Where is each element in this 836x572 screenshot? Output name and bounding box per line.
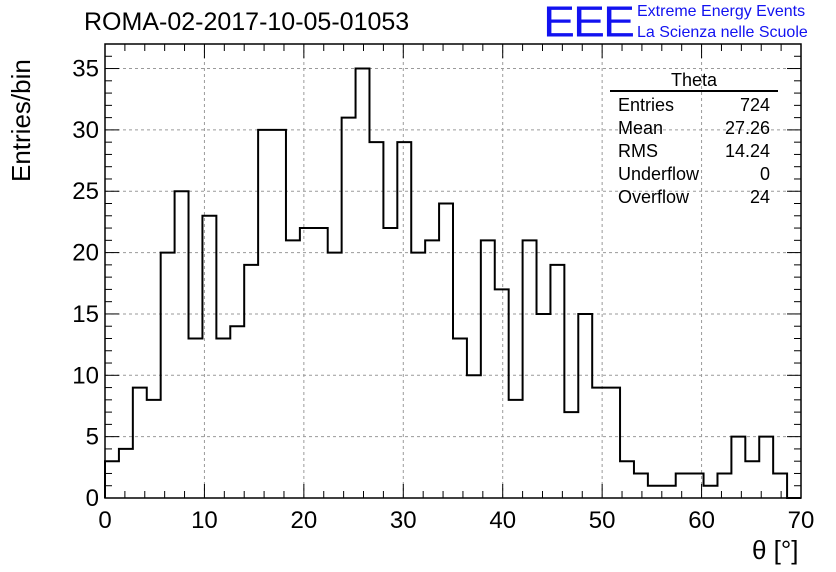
histogram-bin xyxy=(467,375,481,498)
histogram-bin xyxy=(411,253,425,498)
x-tick-label: 10 xyxy=(191,507,218,534)
stats-label: Underflow xyxy=(618,164,700,184)
chart-title: ROMA-02-2017-10-05-01053 xyxy=(84,8,410,36)
x-tick-label: 0 xyxy=(98,507,111,534)
histogram-bin xyxy=(175,191,189,498)
y-tick-label: 10 xyxy=(72,362,99,389)
x-tick-label: 20 xyxy=(291,507,318,534)
plot-frame xyxy=(104,43,802,499)
histogram-bin xyxy=(453,338,467,498)
histogram-bin xyxy=(300,228,314,498)
histogram-bin xyxy=(592,388,606,498)
histogram-bin xyxy=(202,216,216,498)
stats-value: 24 xyxy=(749,187,770,207)
histogram-bin xyxy=(759,437,773,498)
stats-row-underflow: Underflow 0 xyxy=(610,163,778,186)
eee-logo-mark: EEE xyxy=(543,0,635,47)
x-tick-label: 30 xyxy=(390,507,417,534)
histogram-bin xyxy=(495,289,509,498)
stats-row-overflow: Overflow 24 xyxy=(610,186,778,209)
histogram-bin xyxy=(356,69,370,498)
histogram-bin xyxy=(286,240,300,498)
histogram-bin xyxy=(425,240,439,498)
histogram-bin xyxy=(258,130,272,498)
stats-value: 724 xyxy=(739,95,770,115)
stats-row-rms: RMS 14.24 xyxy=(610,140,778,163)
x-tick-label: 40 xyxy=(489,507,516,534)
histogram-bin xyxy=(537,314,551,498)
y-axis-label: Entries/bin xyxy=(6,59,36,182)
stats-box: Theta Entries 724 Mean 27.26 RMS 14.24 U… xyxy=(610,70,778,209)
histogram-bin xyxy=(216,338,230,498)
stats-title: Theta xyxy=(610,70,778,92)
x-tick-label: 50 xyxy=(589,507,616,534)
histogram-bin xyxy=(342,118,356,498)
stats-row-entries: Entries 724 xyxy=(610,94,778,117)
y-tick-label: 25 xyxy=(72,178,99,205)
histogram-bin xyxy=(133,388,147,498)
x-tick-label: 60 xyxy=(688,507,715,534)
histogram-bin xyxy=(523,240,537,498)
histogram-bin xyxy=(481,240,495,498)
logo-line-1: Extreme Energy Events xyxy=(637,3,806,20)
histogram-bin xyxy=(369,142,383,498)
y-tick-label: 30 xyxy=(72,117,99,144)
histogram-bin xyxy=(439,204,453,498)
histogram-series xyxy=(104,67,801,499)
histogram-bin xyxy=(189,338,203,498)
y-tick-label: 0 xyxy=(86,485,99,512)
histogram-bin xyxy=(745,461,759,498)
histogram-bin xyxy=(230,326,244,498)
histogram-bin xyxy=(509,400,523,498)
histogram-bin xyxy=(717,473,731,498)
histogram-bin xyxy=(676,473,690,498)
histogram-bin xyxy=(578,314,592,498)
histogram-bin xyxy=(662,486,676,498)
histogram-bin xyxy=(272,130,286,498)
y-tick-label: 15 xyxy=(72,301,99,328)
stats-value: 14.24 xyxy=(724,141,770,161)
stats-value: 0 xyxy=(759,164,770,184)
histogram-bin xyxy=(773,473,787,498)
histogram-bin xyxy=(161,253,175,498)
stats-row-mean: Mean 27.26 xyxy=(610,117,778,140)
y-tick-label: 20 xyxy=(72,240,99,267)
stats-value: 27.26 xyxy=(724,118,770,138)
y-tick-label: 35 xyxy=(72,56,99,83)
y-tick-label: 5 xyxy=(86,424,99,451)
histogram-bin xyxy=(634,473,648,498)
logo-line-2: La Scienza nelle Scuole xyxy=(637,24,808,41)
x-tick-label: 70 xyxy=(788,507,815,534)
histogram-bin xyxy=(397,142,411,498)
histogram-bin xyxy=(550,265,564,498)
histogram-bin xyxy=(383,228,397,498)
histogram-bin xyxy=(147,400,161,498)
histogram-bin xyxy=(244,265,258,498)
stats-label: Overflow xyxy=(618,187,690,207)
histogram-bin xyxy=(731,437,745,498)
histogram-bin xyxy=(564,412,578,498)
histogram-bin xyxy=(119,449,133,498)
histogram-bin xyxy=(704,486,718,498)
x-axis-label: θ [°] xyxy=(752,535,799,565)
histogram-bin xyxy=(606,388,620,498)
histogram-bin xyxy=(328,253,342,498)
stats-label: Mean xyxy=(618,118,664,138)
histogram-bin xyxy=(314,228,328,498)
stats-label: RMS xyxy=(618,141,658,161)
histogram-bin xyxy=(105,461,119,498)
stats-label: Entries xyxy=(618,95,675,115)
histogram-bin xyxy=(648,486,662,498)
